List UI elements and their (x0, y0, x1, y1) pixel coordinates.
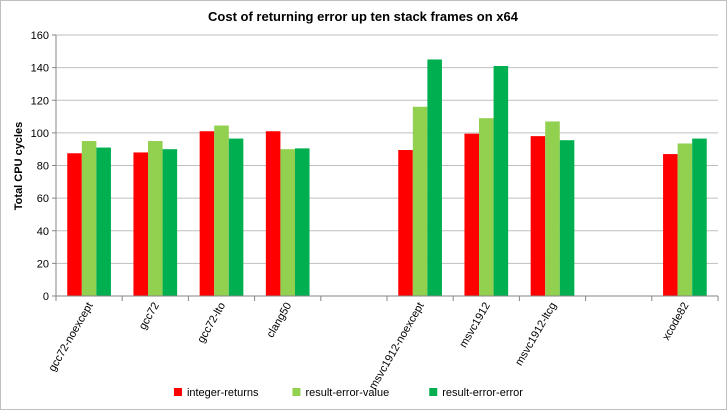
y-tick-label: 0 (43, 291, 49, 303)
bar-result-error-error (493, 65, 509, 297)
bar-result-error-value (677, 143, 693, 296)
chart-title: Cost of returning error up ten stack fra… (208, 9, 519, 24)
x-tick-labels: gcc72-noexcept gcc72 gcc72-lto clang50 msvc1… (46, 300, 691, 391)
bar-integer-returns (530, 136, 546, 296)
bar-result-error-value (148, 141, 163, 296)
legend-label-result-error-error: result-error-error (442, 387, 523, 399)
legend-label-result-error-value: result-error-value (305, 387, 389, 399)
y-tick-label: 40 (37, 226, 49, 238)
bar-result-error-error (96, 147, 111, 296)
bar-result-error-value (479, 118, 494, 296)
y-axis-label: Total CPU cycles (13, 122, 25, 210)
x-tick-label: msvc1912-ltcg (513, 301, 559, 368)
legend-swatch-result-error-value (292, 388, 301, 396)
y-tick-label: 80 (37, 161, 49, 173)
bar-integer-returns (133, 152, 149, 296)
y-tick-label: 20 (37, 258, 49, 270)
bar-result-error-error (559, 140, 575, 296)
y-tick-labels: 0 20 40 60 80 100 120 140 160 (31, 30, 49, 303)
legend-swatch-integer-returns (173, 388, 182, 396)
bar-result-error-value (214, 125, 229, 296)
legend-swatch-result-error-error (429, 388, 438, 396)
bar-result-error-error (427, 59, 442, 296)
bar-integer-returns (398, 150, 413, 296)
bar-result-error-value (412, 106, 428, 297)
x-tick-label: gcc72-noexcept (46, 301, 95, 374)
y-tick-label: 100 (31, 128, 49, 140)
x-tick-label: msvc1912-noexcept (367, 300, 427, 391)
x-tick-label: gcc72 (137, 301, 162, 332)
bar-integer-returns (663, 154, 678, 296)
bar-result-error-error (162, 149, 178, 296)
bar-result-error-value (545, 121, 560, 296)
x-tick-label: clang50 (265, 301, 295, 340)
legend-label-integer-returns: integer-returns (187, 387, 259, 399)
bar-result-error-error (294, 148, 310, 296)
x-tick-label: gcc72-lto (195, 301, 228, 346)
bar-result-error-error (228, 138, 244, 296)
bars (67, 59, 707, 297)
bar-integer-returns (464, 133, 480, 296)
bar-result-error-value (280, 149, 295, 296)
y-tick-label: 160 (31, 30, 49, 42)
y-tick-label: 140 (31, 63, 49, 75)
x-tick-label: xcode82 (660, 301, 691, 343)
x-tick-label: msvc1912 (457, 301, 492, 350)
y-tick-label: 60 (37, 193, 49, 205)
bar-result-error-value (81, 141, 97, 296)
bar-integer-returns (67, 153, 82, 296)
y-tick-label: 120 (31, 95, 49, 107)
bar-integer-returns (199, 131, 215, 296)
bar-integer-returns (265, 131, 281, 296)
axes (55, 35, 719, 301)
legend: integer-returns result-error-value result-… (173, 387, 523, 399)
bar-result-error-error (692, 138, 707, 296)
